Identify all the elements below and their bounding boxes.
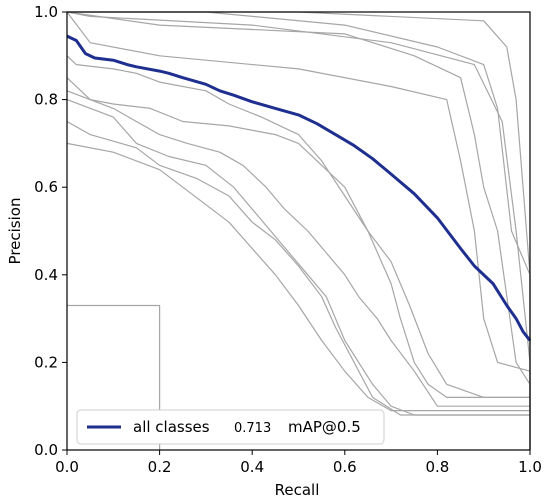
pr-curve-class-11 xyxy=(67,304,161,450)
y-tick-label: 0.0 xyxy=(34,441,58,459)
y-axis-label: Precision xyxy=(6,198,24,265)
legend-box xyxy=(76,409,385,445)
plot-frame xyxy=(66,11,531,451)
ticks-group: 0.0 0.2 0.4 0.6 0.8 1.0 0.0 0.2 0.4 0.6 0.8 1.0 xyxy=(34,3,542,476)
y-tick-label: 0.6 xyxy=(34,178,58,196)
y-tick-label: 0.2 xyxy=(34,353,58,371)
pr-curve-class-3 xyxy=(66,11,531,450)
legend-label-all-classes: all classes xyxy=(133,418,210,436)
x-tick-label: 0.8 xyxy=(425,458,449,476)
pr-curve-class-5 xyxy=(66,55,530,398)
pr-curve-class-9 xyxy=(66,120,530,416)
legend: all classes 0.713 mAP@0.5 xyxy=(76,409,385,445)
pr-curve-class-8 xyxy=(66,99,530,416)
y-tick-label: 0.4 xyxy=(34,266,58,284)
pr-curve-all-classes xyxy=(66,34,532,342)
pr-curve-class-7 xyxy=(66,90,530,407)
x-tick-label: 0.2 xyxy=(148,458,172,476)
pr-curve-class-2 xyxy=(66,11,531,450)
y-tick-label: 1.0 xyxy=(34,3,58,21)
curves-group xyxy=(66,11,532,450)
x-axis-label: Recall xyxy=(275,481,320,499)
pr-curve-class-4 xyxy=(66,11,531,450)
pr-curve-class-10 xyxy=(66,142,530,412)
x-tick-label: 0.4 xyxy=(240,458,264,476)
x-tick-label: 0.0 xyxy=(55,458,79,476)
legend-metric-label: mAP@0.5 xyxy=(288,418,361,436)
pr-curve-class-6 xyxy=(66,77,530,398)
x-tick-label: 0.6 xyxy=(333,458,357,476)
pr-curve-class-1 xyxy=(67,11,531,450)
x-tick-label: 1.0 xyxy=(518,458,542,476)
y-tick-label: 0.8 xyxy=(34,91,58,109)
legend-value-map: 0.713 xyxy=(234,421,271,436)
